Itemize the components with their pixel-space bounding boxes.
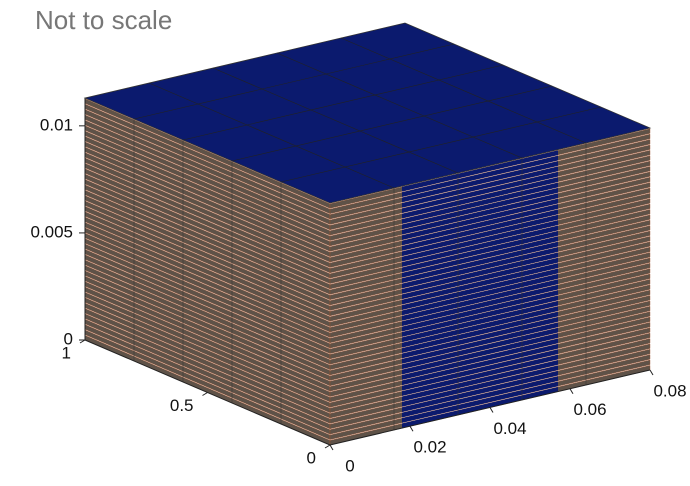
y-tick <box>203 393 208 396</box>
annotation: Not to scale <box>35 5 172 35</box>
x-tick-label: 0.06 <box>573 400 606 419</box>
x-tick <box>650 370 653 375</box>
x-tick <box>490 408 493 413</box>
x-tick-label: 0.04 <box>493 419 526 438</box>
y-tick <box>325 445 330 448</box>
x-tick <box>330 445 333 450</box>
y-tick-label: 1 <box>62 343 71 362</box>
chart: Not to scale 00.0050.0100.5100.020.040.0… <box>0 0 690 481</box>
x-tick <box>410 426 413 431</box>
z-tick-label: 0.005 <box>30 222 73 241</box>
x-tick-label: 0 <box>345 456 354 475</box>
y-tick-label: 0.5 <box>170 396 194 415</box>
x-tick-label: 0.02 <box>413 438 446 457</box>
z-tick-label: 0.01 <box>40 115 73 134</box>
y-tick-label: 0 <box>307 448 316 467</box>
x-tick <box>570 389 573 394</box>
x-tick-label: 0.08 <box>653 381 686 400</box>
